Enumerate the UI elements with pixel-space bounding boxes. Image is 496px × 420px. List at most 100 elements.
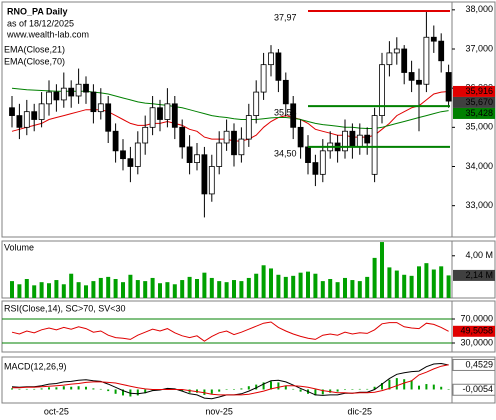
candle-body xyxy=(342,130,348,152)
candle-body xyxy=(23,111,30,128)
candle-body xyxy=(112,130,119,152)
candle-body xyxy=(97,103,104,113)
histogram-bar xyxy=(395,378,398,390)
value-tag xyxy=(452,383,496,396)
histogram-bar xyxy=(33,388,36,390)
volume-bar xyxy=(394,270,399,298)
y-tick-label: 37,000 xyxy=(465,43,493,53)
volume-bar xyxy=(350,280,355,298)
volume-bar xyxy=(209,277,214,298)
volume-bar xyxy=(306,271,310,298)
histogram-bar xyxy=(381,382,383,390)
histogram-bar xyxy=(284,385,287,390)
histogram-bar xyxy=(114,389,117,394)
histogram-bar xyxy=(344,389,346,391)
histogram-bar xyxy=(410,380,413,390)
histogram-bar xyxy=(321,389,324,395)
x-tick-label: nov-25 xyxy=(205,406,233,416)
value-tag-label: 35,916 xyxy=(465,86,493,96)
value-tag xyxy=(453,325,495,337)
volume-bar xyxy=(402,274,407,298)
histogram-bar xyxy=(262,382,265,390)
volume-bar xyxy=(165,282,170,298)
volume-bar xyxy=(424,263,429,298)
volume-bar xyxy=(202,272,207,298)
candle-body xyxy=(430,36,437,42)
histogram-bar xyxy=(403,379,406,390)
histogram-bar xyxy=(218,389,221,392)
volume-bar xyxy=(121,282,125,298)
macd-line xyxy=(12,364,449,396)
volume-bar xyxy=(54,280,59,298)
panel-title: RSI(Close,14), SC>70, SV<30 xyxy=(4,303,126,313)
candle-body xyxy=(134,142,141,167)
histogram-bar xyxy=(440,386,443,390)
candle-body xyxy=(312,162,319,175)
candle-body xyxy=(438,40,445,62)
volume-bar xyxy=(431,269,436,298)
volume-bar xyxy=(158,283,162,298)
histogram-bar xyxy=(255,384,258,390)
candle-body xyxy=(60,87,67,101)
histogram-bar xyxy=(136,389,139,396)
histogram-bar xyxy=(85,386,87,390)
histogram-bar xyxy=(329,389,332,393)
candle-body xyxy=(46,91,52,105)
candle-body xyxy=(75,83,82,97)
histogram-bar xyxy=(425,384,428,390)
volume-bar xyxy=(239,281,244,298)
candle-body xyxy=(164,103,171,120)
candle-body xyxy=(297,126,304,148)
candle-body xyxy=(319,150,326,175)
volume-bar xyxy=(291,275,296,298)
candle-body xyxy=(179,126,186,148)
candle-body xyxy=(401,48,408,73)
value-tag-label: -0,0054 xyxy=(462,384,493,394)
volume-bar xyxy=(106,276,111,298)
candle-body xyxy=(201,154,208,195)
volume-bar xyxy=(365,276,370,298)
volume-bar xyxy=(91,281,96,298)
candle-body xyxy=(223,130,230,144)
histogram-bar xyxy=(70,386,73,390)
volume-bar xyxy=(298,272,303,298)
histogram-bar xyxy=(388,379,391,390)
volume-bar xyxy=(269,268,273,298)
histogram-bar xyxy=(336,389,339,392)
histogram-bar xyxy=(210,389,213,394)
candle-body xyxy=(290,103,297,128)
volume-bar xyxy=(343,277,347,298)
y-tick-label: 4,00 M xyxy=(465,250,493,260)
candle-body xyxy=(371,115,378,175)
histogram-bar xyxy=(18,388,21,390)
volume-bar xyxy=(372,257,377,298)
volume-bar xyxy=(84,285,88,298)
volume-bar xyxy=(187,276,192,298)
panel-title: Volume xyxy=(4,242,34,252)
histogram-bar xyxy=(99,388,102,390)
histogram-bar xyxy=(418,385,420,390)
histogram-bar xyxy=(92,388,95,390)
axis-panel xyxy=(451,240,496,299)
volume-bar xyxy=(409,275,414,298)
panel xyxy=(1,356,453,404)
volume-bar xyxy=(76,282,81,298)
candle-body xyxy=(31,111,38,120)
volume-bar xyxy=(232,280,236,298)
value-tag-label: 2,14 M xyxy=(465,270,493,280)
histogram-bar xyxy=(122,389,124,396)
x-tick-label: oct-25 xyxy=(44,406,69,416)
histogram-bar xyxy=(77,386,80,390)
volume-bar xyxy=(246,277,251,298)
value-tag xyxy=(453,96,495,108)
candle-body xyxy=(83,83,89,93)
y-tick-label: 33,000 xyxy=(465,200,493,210)
volume-bar xyxy=(195,279,199,298)
histogram-bar xyxy=(292,388,295,390)
volume-bar xyxy=(98,277,103,298)
volume-bar xyxy=(69,273,74,298)
histogram-bar xyxy=(181,389,184,392)
histogram-bar xyxy=(447,389,450,390)
panel-title: MACD(12,26,9) xyxy=(4,361,67,371)
candle-body xyxy=(238,138,245,156)
